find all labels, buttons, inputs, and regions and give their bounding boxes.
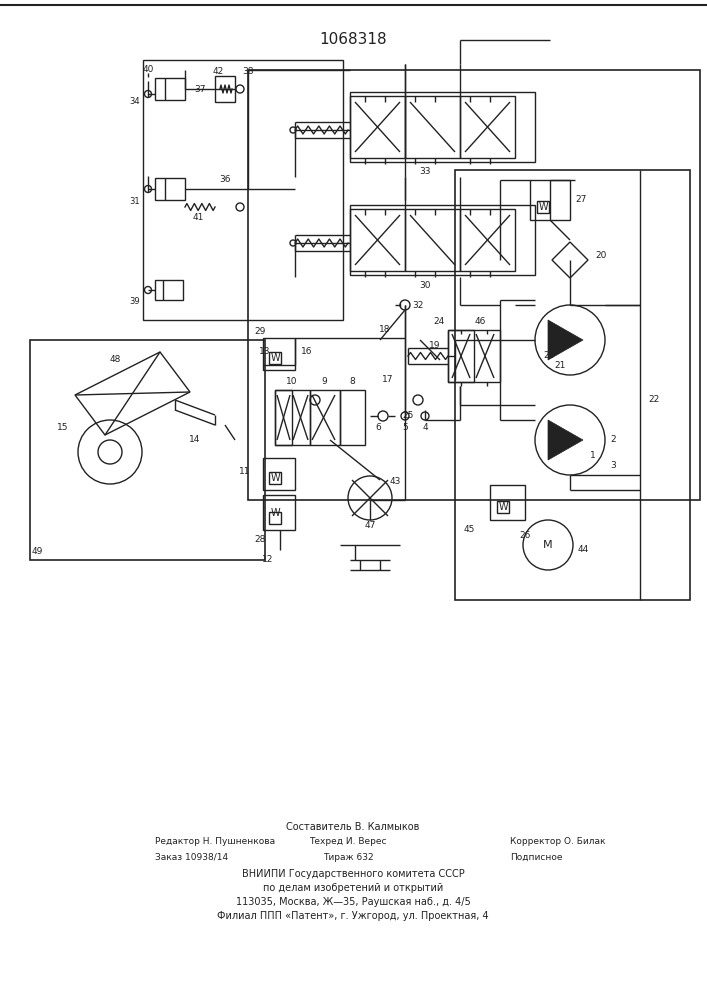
Bar	[275, 390, 310, 445]
Text: 45: 45	[464, 526, 475, 534]
Text: 31: 31	[129, 198, 140, 207]
Bar	[530, 180, 570, 220]
Text: 2: 2	[610, 436, 616, 444]
Text: 21: 21	[554, 360, 566, 369]
Bar	[460, 96, 515, 158]
Text: Филиал ППП «Патент», г. Ужгород, ул. Проектная, 4: Филиал ППП «Патент», г. Ужгород, ул. Про…	[217, 911, 489, 921]
Text: 25: 25	[402, 410, 414, 420]
Bar	[269, 512, 281, 524]
Bar	[143, 60, 343, 320]
Text: 42: 42	[212, 68, 223, 77]
Bar	[269, 472, 281, 484]
Bar	[155, 178, 185, 200]
Bar	[340, 390, 365, 445]
Text: 46: 46	[474, 318, 486, 326]
Bar	[350, 205, 535, 275]
Bar	[248, 70, 700, 500]
Bar	[350, 209, 405, 271]
Bar	[155, 280, 183, 300]
Text: 8: 8	[349, 377, 355, 386]
Text: 15: 15	[57, 424, 68, 432]
Bar	[350, 92, 535, 162]
Text: Составитель В. Калмыков: Составитель В. Калмыков	[286, 822, 420, 832]
Bar	[263, 458, 295, 490]
Text: 13: 13	[259, 348, 271, 357]
Text: 28: 28	[255, 536, 266, 544]
Text: по делам изобретений и открытий: по делам изобретений и открытий	[263, 883, 443, 893]
Text: 48: 48	[110, 356, 121, 364]
Text: ВНИИПИ Государственного комитета СССР: ВНИИПИ Государственного комитета СССР	[242, 869, 464, 879]
Bar	[455, 170, 690, 600]
Text: 23: 23	[544, 351, 555, 360]
Bar	[310, 390, 340, 445]
Text: 19: 19	[429, 340, 440, 350]
Text: 12: 12	[262, 556, 274, 564]
Text: 27: 27	[575, 196, 586, 205]
Polygon shape	[548, 320, 583, 360]
Text: 10: 10	[286, 377, 298, 386]
Text: W: W	[538, 202, 548, 212]
Text: Подписное: Подписное	[510, 852, 563, 861]
Text: W: W	[270, 473, 280, 483]
Text: 6: 6	[375, 424, 381, 432]
Bar	[497, 501, 509, 513]
Bar	[269, 352, 281, 364]
Bar	[275, 390, 292, 445]
Bar	[215, 76, 235, 102]
Bar	[537, 201, 549, 213]
Text: Тираж 632: Тираж 632	[322, 852, 373, 861]
Text: Редактор Н. Пушненкова: Редактор Н. Пушненкова	[155, 838, 275, 846]
Text: 40: 40	[142, 66, 153, 75]
Text: 1068318: 1068318	[319, 32, 387, 47]
Text: Техред И. Верес: Техред И. Верес	[309, 838, 387, 846]
Text: W: W	[270, 508, 280, 518]
Text: W: W	[270, 353, 280, 363]
Text: 38: 38	[243, 68, 254, 77]
Bar	[155, 78, 185, 100]
Text: 17: 17	[382, 375, 394, 384]
Text: 49: 49	[32, 548, 43, 556]
Polygon shape	[548, 420, 583, 460]
Bar	[350, 96, 405, 158]
Bar	[490, 485, 525, 520]
Text: 9: 9	[321, 377, 327, 386]
Text: 41: 41	[192, 213, 204, 222]
Text: 113035, Москва, Ж—35, Раушская наб., д. 4/5: 113035, Москва, Ж—35, Раушская наб., д. …	[235, 897, 470, 907]
Text: 11: 11	[238, 468, 250, 477]
Text: 32: 32	[412, 300, 423, 310]
Text: 20: 20	[595, 250, 607, 259]
Text: 3: 3	[610, 460, 616, 470]
Text: M: M	[543, 540, 553, 550]
Text: 33: 33	[419, 167, 431, 176]
Bar	[263, 495, 295, 530]
Text: 16: 16	[301, 348, 312, 357]
Text: 22: 22	[648, 395, 659, 404]
Text: 30: 30	[419, 280, 431, 290]
Bar	[448, 330, 500, 382]
Text: Заказ 10938/14: Заказ 10938/14	[155, 852, 228, 861]
Text: 1: 1	[590, 450, 596, 460]
Text: 47: 47	[364, 522, 375, 530]
Text: 29: 29	[255, 328, 266, 336]
Text: 5: 5	[402, 424, 408, 432]
Bar	[405, 209, 460, 271]
Bar	[263, 338, 295, 370]
Bar	[460, 209, 515, 271]
Text: 37: 37	[194, 86, 206, 95]
Text: W: W	[498, 502, 508, 512]
Bar	[30, 340, 265, 560]
Text: 4: 4	[422, 424, 428, 432]
Text: 44: 44	[578, 546, 589, 554]
Text: Корректор О. Билак: Корректор О. Билак	[510, 838, 605, 846]
Text: 14: 14	[189, 436, 201, 444]
Bar	[405, 96, 460, 158]
Text: 43: 43	[390, 478, 401, 487]
Text: 18: 18	[379, 326, 391, 334]
Text: 24: 24	[434, 318, 445, 326]
Bar	[448, 330, 474, 382]
Text: 39: 39	[129, 298, 140, 306]
Text: 34: 34	[129, 98, 140, 106]
Text: 36: 36	[219, 176, 230, 184]
Text: 26: 26	[520, 530, 531, 540]
